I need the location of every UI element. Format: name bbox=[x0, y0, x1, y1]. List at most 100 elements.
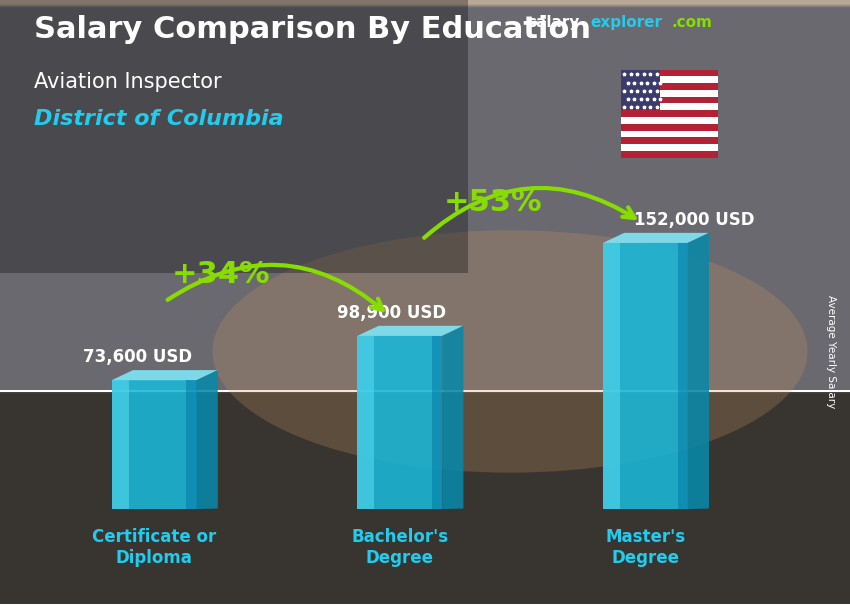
Bar bbox=[0, 7, 850, 252]
Bar bbox=[0, 8, 850, 390]
Bar bbox=[0, 394, 850, 598]
Bar bbox=[0, 7, 850, 335]
Bar bbox=[0, 393, 850, 487]
Bar bbox=[0, 393, 850, 508]
Bar bbox=[0, 8, 850, 386]
Text: +34%: +34% bbox=[172, 260, 270, 289]
Bar bbox=[0, 7, 850, 264]
Bar bbox=[620, 151, 718, 158]
Polygon shape bbox=[111, 380, 196, 509]
Polygon shape bbox=[196, 370, 218, 509]
Polygon shape bbox=[111, 370, 218, 380]
Bar bbox=[0, 394, 850, 602]
Bar bbox=[0, 4, 850, 47]
Polygon shape bbox=[186, 380, 196, 509]
Bar bbox=[620, 117, 718, 124]
Bar bbox=[0, 393, 850, 479]
Bar bbox=[0, 391, 850, 394]
Bar bbox=[0, 393, 850, 519]
Bar bbox=[0, 6, 850, 213]
Bar bbox=[0, 392, 850, 425]
Bar bbox=[0, 392, 850, 447]
Bar bbox=[0, 393, 850, 462]
Bar bbox=[0, 392, 850, 409]
Bar bbox=[0, 7, 850, 291]
Bar bbox=[0, 393, 850, 566]
Bar bbox=[0, 393, 850, 456]
Bar bbox=[620, 90, 718, 97]
Bar bbox=[0, 393, 850, 470]
Bar bbox=[0, 392, 850, 430]
Bar bbox=[0, 393, 850, 551]
Bar bbox=[0, 393, 850, 491]
Bar bbox=[0, 6, 850, 225]
Bar bbox=[0, 394, 850, 591]
Polygon shape bbox=[688, 233, 709, 509]
Bar bbox=[0, 394, 850, 593]
Bar bbox=[0, 5, 850, 95]
Bar bbox=[0, 393, 850, 527]
Bar bbox=[0, 393, 850, 473]
Text: Salary Comparison By Education: Salary Comparison By Education bbox=[34, 15, 591, 44]
Bar bbox=[0, 7, 850, 256]
Bar bbox=[0, 392, 850, 405]
Bar bbox=[0, 5, 850, 138]
Bar bbox=[0, 392, 850, 453]
Bar bbox=[620, 130, 718, 138]
Bar bbox=[620, 104, 718, 110]
Bar bbox=[0, 7, 850, 347]
Bar bbox=[0, 392, 850, 424]
Bar bbox=[0, 7, 850, 260]
Bar bbox=[0, 6, 850, 193]
Bar bbox=[0, 392, 850, 401]
Bar bbox=[0, 7, 850, 276]
Bar bbox=[0, 393, 850, 513]
Bar bbox=[0, 5, 850, 102]
Bar bbox=[0, 5, 850, 145]
Bar bbox=[0, 393, 850, 483]
Bar bbox=[0, 393, 850, 558]
Bar bbox=[0, 5, 850, 134]
Bar bbox=[0, 394, 850, 595]
Polygon shape bbox=[603, 243, 688, 509]
Bar bbox=[0, 7, 850, 359]
Bar bbox=[0, 394, 850, 578]
Bar bbox=[0, 5, 850, 150]
Text: Average Yearly Salary: Average Yearly Salary bbox=[826, 295, 836, 408]
Bar bbox=[0, 6, 850, 208]
Bar bbox=[0, 5, 850, 98]
Bar bbox=[0, 394, 850, 576]
Bar bbox=[0, 393, 850, 498]
Bar bbox=[0, 5, 850, 75]
Bar bbox=[0, 7, 850, 342]
Bar bbox=[0, 5, 850, 165]
Bar bbox=[0, 7, 850, 271]
Bar bbox=[0, 394, 850, 589]
Bar bbox=[0, 7, 850, 327]
Bar bbox=[0, 394, 850, 583]
Bar bbox=[0, 393, 850, 555]
Bar bbox=[0, 6, 850, 217]
Bar bbox=[0, 4, 850, 55]
Polygon shape bbox=[357, 336, 374, 509]
Polygon shape bbox=[442, 326, 463, 509]
Bar bbox=[0, 394, 850, 581]
Bar bbox=[0, 5, 850, 71]
Bar bbox=[0, 6, 850, 232]
Bar bbox=[620, 83, 718, 90]
Bar bbox=[0, 0, 850, 4]
Text: Bachelor's
Degree: Bachelor's Degree bbox=[351, 528, 448, 567]
Bar bbox=[0, 393, 850, 534]
Bar bbox=[0, 7, 850, 355]
Polygon shape bbox=[603, 243, 620, 509]
Bar bbox=[0, 393, 850, 521]
Bar bbox=[0, 393, 850, 538]
Bar bbox=[0, 393, 850, 574]
Bar bbox=[620, 70, 660, 110]
Bar bbox=[0, 4, 850, 19]
Bar bbox=[0, 4, 850, 59]
Bar bbox=[0, 392, 850, 428]
Text: salary: salary bbox=[527, 15, 580, 30]
Bar bbox=[0, 393, 850, 570]
Text: .com: .com bbox=[672, 15, 712, 30]
